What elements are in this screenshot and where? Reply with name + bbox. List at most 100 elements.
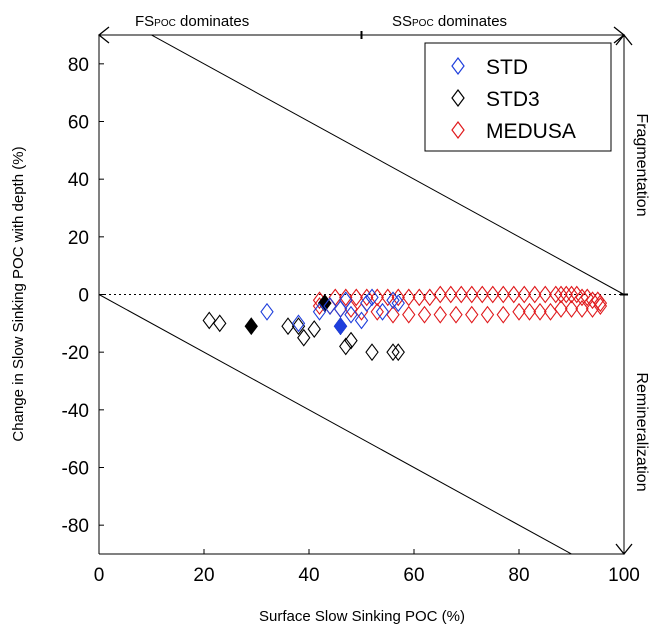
arrow-up-head bbox=[615, 33, 633, 46]
std-point bbox=[312, 302, 327, 321]
x-tick-label: 20 bbox=[193, 565, 214, 586]
std-point bbox=[323, 297, 337, 315]
medusa-point bbox=[402, 288, 416, 307]
x-tick-label: 80 bbox=[508, 565, 529, 586]
std-point-filled bbox=[333, 317, 348, 336]
medusa-point bbox=[370, 302, 384, 321]
std-point bbox=[391, 294, 405, 313]
medusa-point bbox=[412, 288, 426, 307]
std-point bbox=[354, 311, 369, 330]
medusa-point bbox=[528, 285, 542, 304]
medusa-point bbox=[496, 305, 510, 324]
medusa-point bbox=[543, 302, 558, 321]
legend-marker bbox=[451, 89, 465, 107]
remineralization-label: Remineralization bbox=[633, 372, 650, 491]
reference-lines bbox=[99, 35, 624, 554]
x-tick-label: 40 bbox=[298, 565, 319, 586]
medusa-point bbox=[554, 299, 568, 318]
medusa-point bbox=[449, 305, 463, 324]
medusa-point bbox=[417, 305, 432, 324]
std3-point bbox=[386, 343, 400, 362]
medusa-point bbox=[575, 299, 589, 318]
medusa-point bbox=[454, 285, 468, 304]
legend-label: STD bbox=[486, 56, 528, 79]
series-layer bbox=[202, 285, 608, 362]
std3-point bbox=[307, 320, 321, 339]
medusa-point bbox=[522, 302, 537, 321]
std3-point bbox=[365, 343, 379, 362]
medusa-point bbox=[465, 305, 479, 324]
medusa-point bbox=[444, 285, 458, 304]
x-axis-label: Surface Slow Sinking POC (%) bbox=[259, 608, 465, 625]
fs-dominates-label: FSPOC dominates bbox=[135, 13, 249, 30]
std-point bbox=[291, 314, 306, 333]
medusa-point bbox=[433, 285, 447, 304]
medusa-point bbox=[533, 302, 547, 321]
legend-marker bbox=[451, 57, 465, 75]
medusa-point bbox=[496, 285, 510, 304]
y-axis-label: Change in Slow Sinking POC with depth (%… bbox=[10, 146, 27, 441]
x-tick-label: 100 bbox=[608, 565, 640, 586]
std-point bbox=[344, 305, 358, 324]
medusa-point bbox=[593, 297, 608, 315]
medusa-point bbox=[339, 288, 353, 307]
medusa-point bbox=[554, 285, 568, 304]
medusa-point bbox=[559, 285, 573, 304]
std-point bbox=[360, 294, 374, 313]
medusa-point bbox=[564, 285, 579, 304]
x-tick-label: 60 bbox=[403, 565, 424, 586]
axes: 0 20 40 60 80 100 80 60 40 20 0 -20 -40 -60 -80 bbox=[62, 26, 640, 586]
legend-marker bbox=[451, 121, 465, 139]
medusa-point bbox=[549, 285, 563, 304]
medusa-point bbox=[402, 305, 416, 324]
std-point bbox=[339, 291, 353, 310]
std-point bbox=[375, 302, 390, 321]
arrow-left-head bbox=[97, 26, 110, 44]
y-tick-label: -40 bbox=[62, 401, 89, 422]
medusa-point bbox=[538, 285, 552, 304]
std-point bbox=[260, 302, 274, 321]
medusa-point bbox=[517, 285, 531, 304]
medusa-point bbox=[585, 291, 600, 310]
medusa-point bbox=[593, 294, 608, 313]
medusa-point bbox=[475, 285, 489, 304]
medusa-point bbox=[486, 285, 500, 304]
medusa-point bbox=[349, 288, 363, 307]
ss-dominates-label: SSPOC dominates bbox=[392, 13, 507, 30]
y-tick-label: 80 bbox=[68, 55, 89, 76]
std3-point bbox=[339, 337, 353, 356]
y-tick-label: 40 bbox=[68, 170, 89, 191]
std3-point bbox=[391, 343, 405, 362]
fragmentation-label: Fragmentation bbox=[633, 113, 650, 216]
std3-point bbox=[344, 331, 358, 350]
medusa-point bbox=[585, 299, 600, 318]
reference-line bbox=[150, 35, 624, 295]
y-tick-label: -80 bbox=[62, 516, 89, 537]
std3-point bbox=[202, 311, 216, 330]
std3-point bbox=[213, 314, 227, 333]
reference-line bbox=[99, 294, 573, 554]
legend-label: STD3 bbox=[486, 88, 540, 111]
y-tick-label: -20 bbox=[62, 343, 89, 364]
std3-point bbox=[297, 328, 311, 347]
medusa-point bbox=[575, 288, 589, 307]
y-tick-label: -60 bbox=[62, 459, 89, 480]
std-point bbox=[365, 288, 379, 307]
legend: STD STD3 MEDUSA bbox=[424, 42, 612, 152]
medusa-point bbox=[370, 288, 384, 307]
medusa-point bbox=[360, 288, 374, 307]
medusa-point bbox=[507, 285, 521, 304]
medusa-point bbox=[480, 305, 495, 324]
medusa-point bbox=[465, 285, 479, 304]
legend-label: MEDUSA bbox=[486, 120, 576, 143]
std3-point bbox=[291, 317, 306, 336]
medusa-point bbox=[433, 305, 447, 324]
medusa-point bbox=[564, 299, 579, 318]
y-tick-label: 20 bbox=[68, 228, 89, 249]
x-tick-label: 0 bbox=[94, 565, 105, 586]
medusa-point bbox=[512, 302, 526, 321]
std3-point-filled bbox=[244, 317, 258, 336]
y-tick-label: 60 bbox=[68, 113, 89, 134]
y-tick-label: 0 bbox=[78, 286, 89, 307]
